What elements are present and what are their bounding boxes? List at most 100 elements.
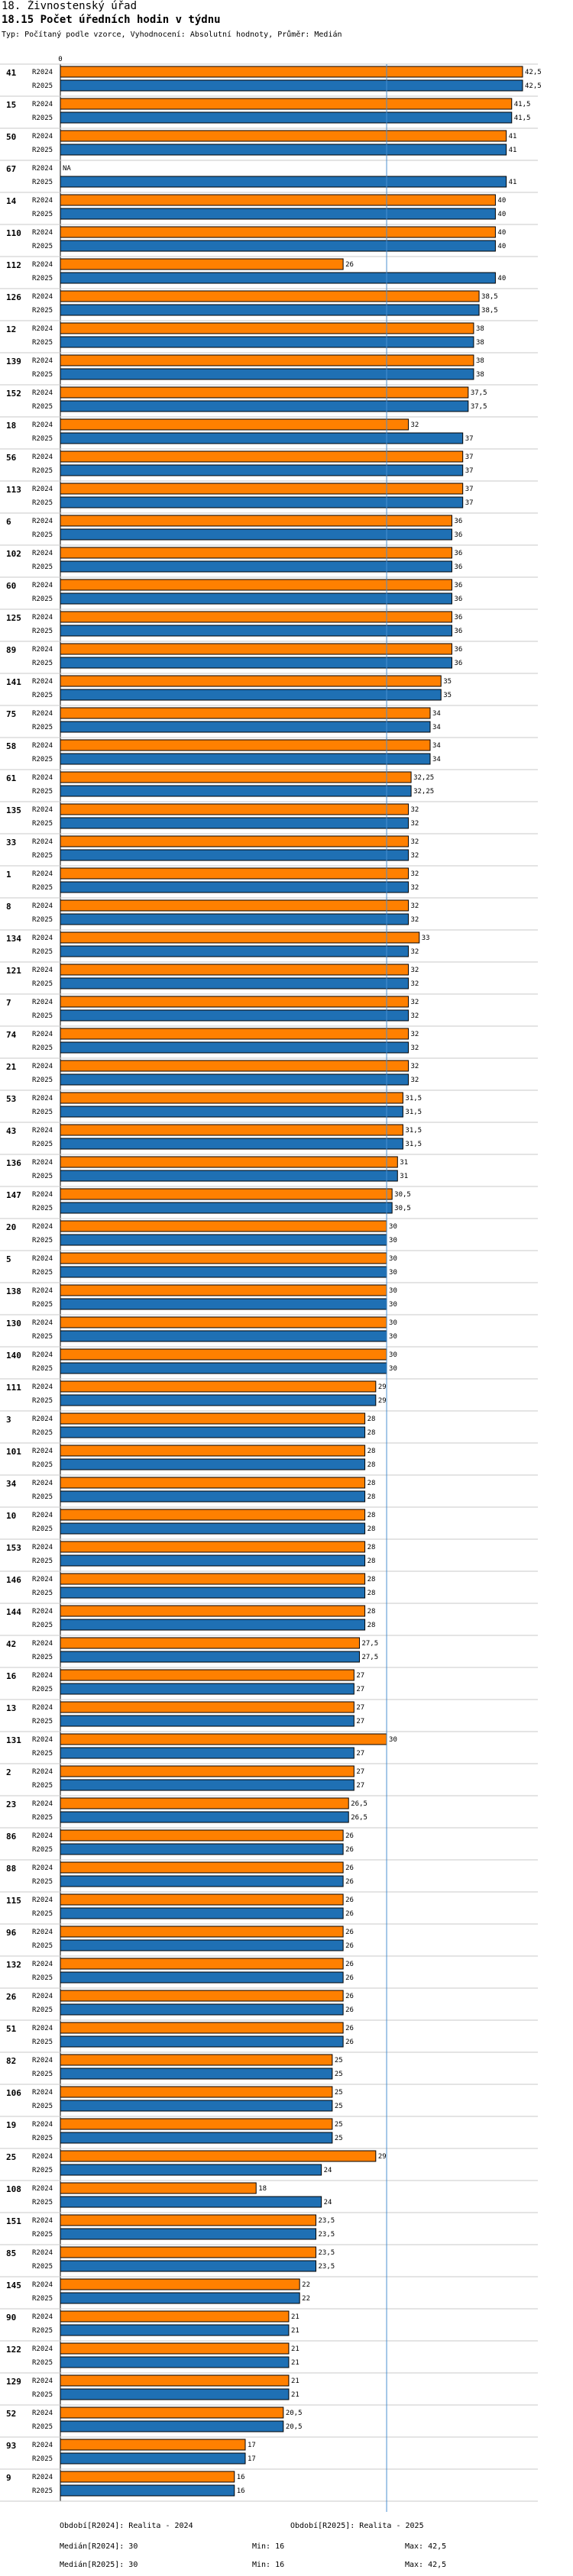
bar: [60, 1156, 398, 1168]
category-label: 144: [6, 1607, 21, 1617]
bar: [60, 1041, 410, 1054]
data-label: 36: [454, 660, 462, 667]
series-label: R2025: [32, 2359, 53, 2367]
data-label: 30: [389, 1365, 397, 1373]
series-label: R2024: [32, 1319, 53, 1327]
series-label: R2025: [32, 2487, 53, 2495]
bar: [60, 528, 452, 541]
data-label: 34: [432, 710, 441, 718]
bar: [60, 194, 496, 206]
series-label: R2025: [32, 788, 53, 796]
series-label: R2024: [32, 1864, 53, 1872]
bar: [60, 835, 410, 847]
data-label: 36: [454, 628, 462, 635]
legend-period-2024: Období[R2024]: Realita - 2024: [60, 2522, 193, 2530]
data-label: 29: [378, 1383, 387, 1391]
data-label: 26: [345, 1993, 354, 2000]
series-label: R2025: [32, 467, 53, 475]
bar: [60, 1445, 366, 1457]
series-label: R2024: [32, 2442, 53, 2449]
category-label: 125: [6, 613, 21, 623]
series-label: R2025: [32, 1718, 53, 1725]
category-label: 19: [6, 2120, 16, 2130]
category-label: 130: [6, 1319, 21, 1328]
data-label: 23,5: [319, 2217, 335, 2225]
bar: [60, 2278, 300, 2290]
category-label: 10: [6, 1511, 16, 1521]
bar: [60, 2388, 290, 2400]
data-label: 26: [345, 261, 354, 269]
series-label: R2025: [32, 1237, 53, 1244]
category-label: 147: [6, 1190, 21, 1200]
category-label: 139: [6, 357, 21, 366]
category-label: 7: [6, 998, 11, 1008]
bar: [60, 1701, 354, 1713]
series-label: R2025: [32, 660, 53, 667]
data-label: 22: [302, 2281, 310, 2289]
series-label: R2025: [32, 2263, 53, 2271]
data-label: 17: [248, 2442, 256, 2449]
series-label: R2024: [32, 1031, 53, 1038]
data-label: 20,5: [286, 2423, 303, 2431]
series-label: R2025: [32, 1846, 53, 1854]
bar: [60, 1715, 354, 1727]
bar: [60, 2132, 333, 2144]
bar: [60, 2260, 317, 2272]
data-label: 26: [345, 1974, 354, 1982]
bar: [60, 1907, 344, 1919]
series-label: R2024: [32, 2057, 53, 2064]
bar: [60, 2342, 290, 2355]
bar: [60, 226, 496, 238]
series-label: R2025: [32, 115, 53, 122]
bar: [60, 1252, 387, 1264]
data-label: 32: [411, 421, 419, 429]
series-label: R2024: [32, 1704, 53, 1712]
series-label: R2024: [32, 101, 53, 108]
bar: [60, 418, 410, 431]
bar: [60, 1458, 366, 1470]
data-label: 27: [356, 1768, 364, 1776]
data-label: 28: [367, 1590, 376, 1597]
series-label: R2025: [32, 82, 53, 90]
bar: [60, 1971, 344, 1984]
data-label: 31,5: [405, 1141, 422, 1148]
series-label: R2024: [32, 486, 53, 493]
series-label: R2024: [32, 69, 53, 76]
bar: [60, 354, 474, 366]
bar: [60, 515, 452, 527]
data-label: 21: [291, 2313, 299, 2321]
bar: [60, 2054, 333, 2066]
data-label: 38,5: [481, 293, 498, 301]
data-label: 21: [291, 2391, 299, 2399]
series-label: R2024: [32, 1896, 53, 1904]
bar: [60, 2246, 317, 2258]
data-label: 26: [345, 1910, 354, 1918]
bar: [60, 592, 452, 605]
data-label: 38: [476, 371, 484, 379]
bar: [60, 1651, 360, 1663]
bar: [60, 1733, 387, 1745]
category-label: 5: [6, 1254, 11, 1264]
series-label: R2025: [32, 1654, 53, 1661]
series-label: R2025: [32, 1397, 53, 1405]
bar: [60, 336, 474, 348]
series-label: R2025: [32, 1686, 53, 1693]
bar: [60, 964, 410, 976]
data-label: 27,5: [361, 1654, 378, 1661]
category-label: 61: [6, 773, 17, 783]
bar: [60, 1522, 366, 1535]
bar: [60, 66, 523, 78]
bar: [60, 1220, 387, 1232]
data-label: 32: [411, 1044, 419, 1052]
series-label: R2025: [32, 147, 53, 154]
data-label: 31,5: [405, 1109, 422, 1116]
data-label: 32: [411, 884, 419, 892]
bar: [60, 2003, 344, 2016]
data-label: 27: [356, 1782, 364, 1790]
data-label: 36: [454, 550, 462, 557]
series-label: R2025: [32, 948, 53, 956]
bar: [60, 1939, 344, 1951]
bar: [60, 849, 410, 861]
series-label: R2025: [32, 1044, 53, 1052]
